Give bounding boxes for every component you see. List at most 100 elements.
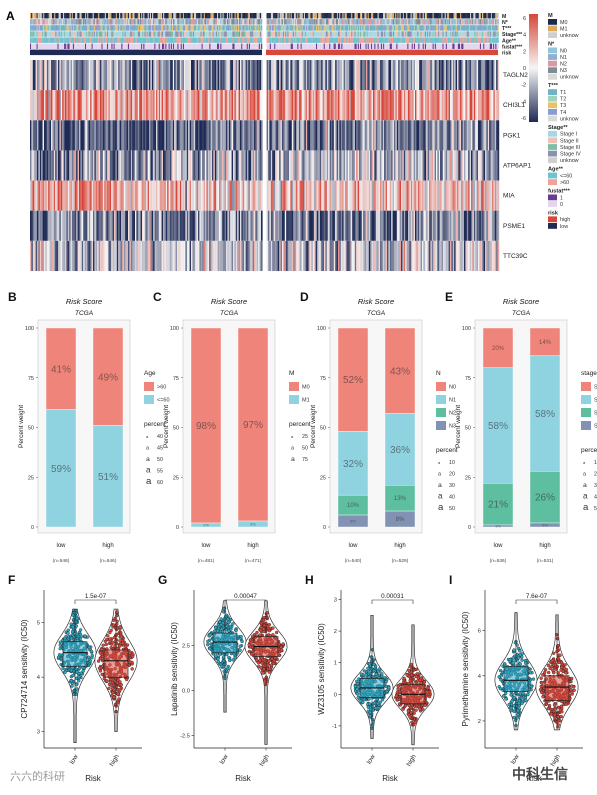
bar-percent-label: 41%: [51, 364, 71, 375]
heatmap-row-MIA: [30, 180, 500, 211]
percent-legend-glyph: a: [583, 472, 586, 478]
heatmap-row-CHI3L1: [30, 90, 500, 121]
bar-segment: [337, 431, 369, 496]
p-value-label: 0.00047: [234, 593, 257, 600]
legend-swatch: [548, 25, 557, 32]
chart-subtitle: TCGA: [220, 310, 238, 317]
legend-title: N*: [548, 42, 555, 48]
percent-legend-glyph: a: [583, 492, 588, 501]
y-tick-label: 100: [170, 326, 179, 332]
percent-legend-glyph: a: [146, 446, 149, 452]
legend-label: N1: [560, 55, 567, 61]
x-tick-label: low: [366, 753, 377, 765]
bar-percent-label: 58%: [488, 421, 508, 432]
annotation-label: T***: [502, 26, 512, 32]
y-tick-label: 0: [176, 525, 179, 531]
annotation-label: Age**: [502, 38, 517, 44]
legend-label: N2: [449, 411, 456, 417]
annotation-label: M: [502, 14, 506, 20]
percent-legend-label: 50: [594, 506, 597, 512]
significance-bracket: [515, 599, 558, 604]
legend-label: unknow: [560, 116, 579, 122]
p-value-label: 7.6e-07: [526, 593, 548, 600]
legend-label: N2: [560, 62, 567, 68]
percent-legend-label: 45: [157, 446, 163, 452]
y-tick-label: 6: [478, 629, 481, 635]
legend-title: Age: [144, 370, 156, 377]
legend-label: <=60: [157, 398, 170, 404]
percent-legend-label: 40: [594, 495, 597, 501]
y-tick-label: 0.0: [182, 689, 190, 695]
significance-bracket: [74, 599, 117, 604]
bar-segment: [529, 355, 561, 472]
legend-label: M1: [560, 26, 568, 32]
panel-e-stacked-bar: E Risk Score TCGA 0 25 50 75 100 Percent weight 2…: [445, 290, 597, 564]
legend-swatch: [548, 201, 557, 207]
legend-label: T2: [560, 97, 566, 103]
annotation-track-0: [30, 13, 499, 19]
bar-segment: [190, 522, 222, 528]
bar-percent-label: 26%: [535, 493, 555, 504]
x-axis-label: Risk: [526, 774, 543, 783]
legend-swatch: [548, 19, 557, 25]
panel-letter: F: [8, 573, 15, 587]
panel-f-violin: F 3 4 5 CP724714 sensitivity (IC50) 1.5e-07 lo…: [8, 573, 142, 783]
y-tick-label: 0: [334, 692, 337, 698]
bar-segment: [337, 514, 369, 528]
legend-swatch: [289, 382, 299, 391]
percent-legend-label: 40: [157, 434, 163, 440]
percent-legend-label: 30: [594, 483, 597, 489]
bar-percent-label: 10%: [347, 503, 360, 509]
percent-legend-glyph: a: [291, 434, 294, 439]
legend-label: N1: [449, 398, 456, 404]
bar-percent-label: 2%: [203, 522, 209, 527]
y-tick-label: 100: [25, 326, 34, 332]
y-tick-label: 3: [334, 597, 337, 603]
percent-legend-title: percent: [289, 421, 311, 428]
legend-swatch: [289, 395, 299, 404]
chart-subtitle: TCGA: [367, 310, 385, 317]
y-tick-label: -2.5: [180, 733, 190, 739]
chart-title: Risk Score: [358, 297, 394, 306]
bar-percent-label: 51%: [98, 472, 118, 483]
heatmap-row-PGK1: [30, 120, 500, 151]
bar-percent-label: 59%: [51, 464, 71, 475]
legend-swatch: [144, 382, 154, 391]
x-tick-label: low: [56, 543, 66, 549]
legend-swatch: [548, 115, 557, 122]
box: [544, 675, 570, 701]
legend-label: N3: [560, 68, 567, 74]
y-tick-label: 50: [28, 426, 34, 432]
bar-percent-label: 6%: [350, 518, 356, 523]
percent-legend-label: 10: [449, 460, 455, 466]
legend-label: Stage IV: [594, 424, 597, 430]
y-tick-label: 50: [173, 426, 179, 432]
bar-percent-label: 98%: [196, 421, 216, 432]
group-count-label: (n=546): [100, 558, 117, 564]
bar-segment: [237, 520, 269, 528]
percent-legend-glyph: a: [438, 492, 443, 501]
panel-letter: B: [8, 290, 17, 304]
bar-segment: [384, 413, 416, 486]
group-count-label: (n=548): [53, 558, 70, 564]
bar-segment: [482, 327, 514, 368]
y-tick-label: 25: [173, 475, 179, 481]
annotation-label: Stage***: [502, 32, 523, 38]
y-axis-label: Percent weight: [163, 405, 170, 448]
bar-segment: [482, 524, 514, 528]
y-tick-label: 25: [465, 475, 471, 481]
annotation-tracks: [30, 13, 499, 56]
y-tick-label: 75: [173, 376, 179, 382]
y-tick-label: 50: [320, 426, 326, 432]
gene-label: MIA: [503, 193, 515, 200]
box: [62, 641, 88, 667]
legend-swatch: [548, 54, 557, 60]
bar-percent-label: 20%: [492, 346, 505, 352]
panel-letter: G: [158, 573, 167, 587]
x-axis-label: Risk: [235, 774, 252, 783]
bar-percent-label: 36%: [390, 445, 410, 456]
violin-panels: F 3 4 5 CP724714 sensitivity (IC50) 1.5e-07 lo…: [8, 573, 583, 783]
